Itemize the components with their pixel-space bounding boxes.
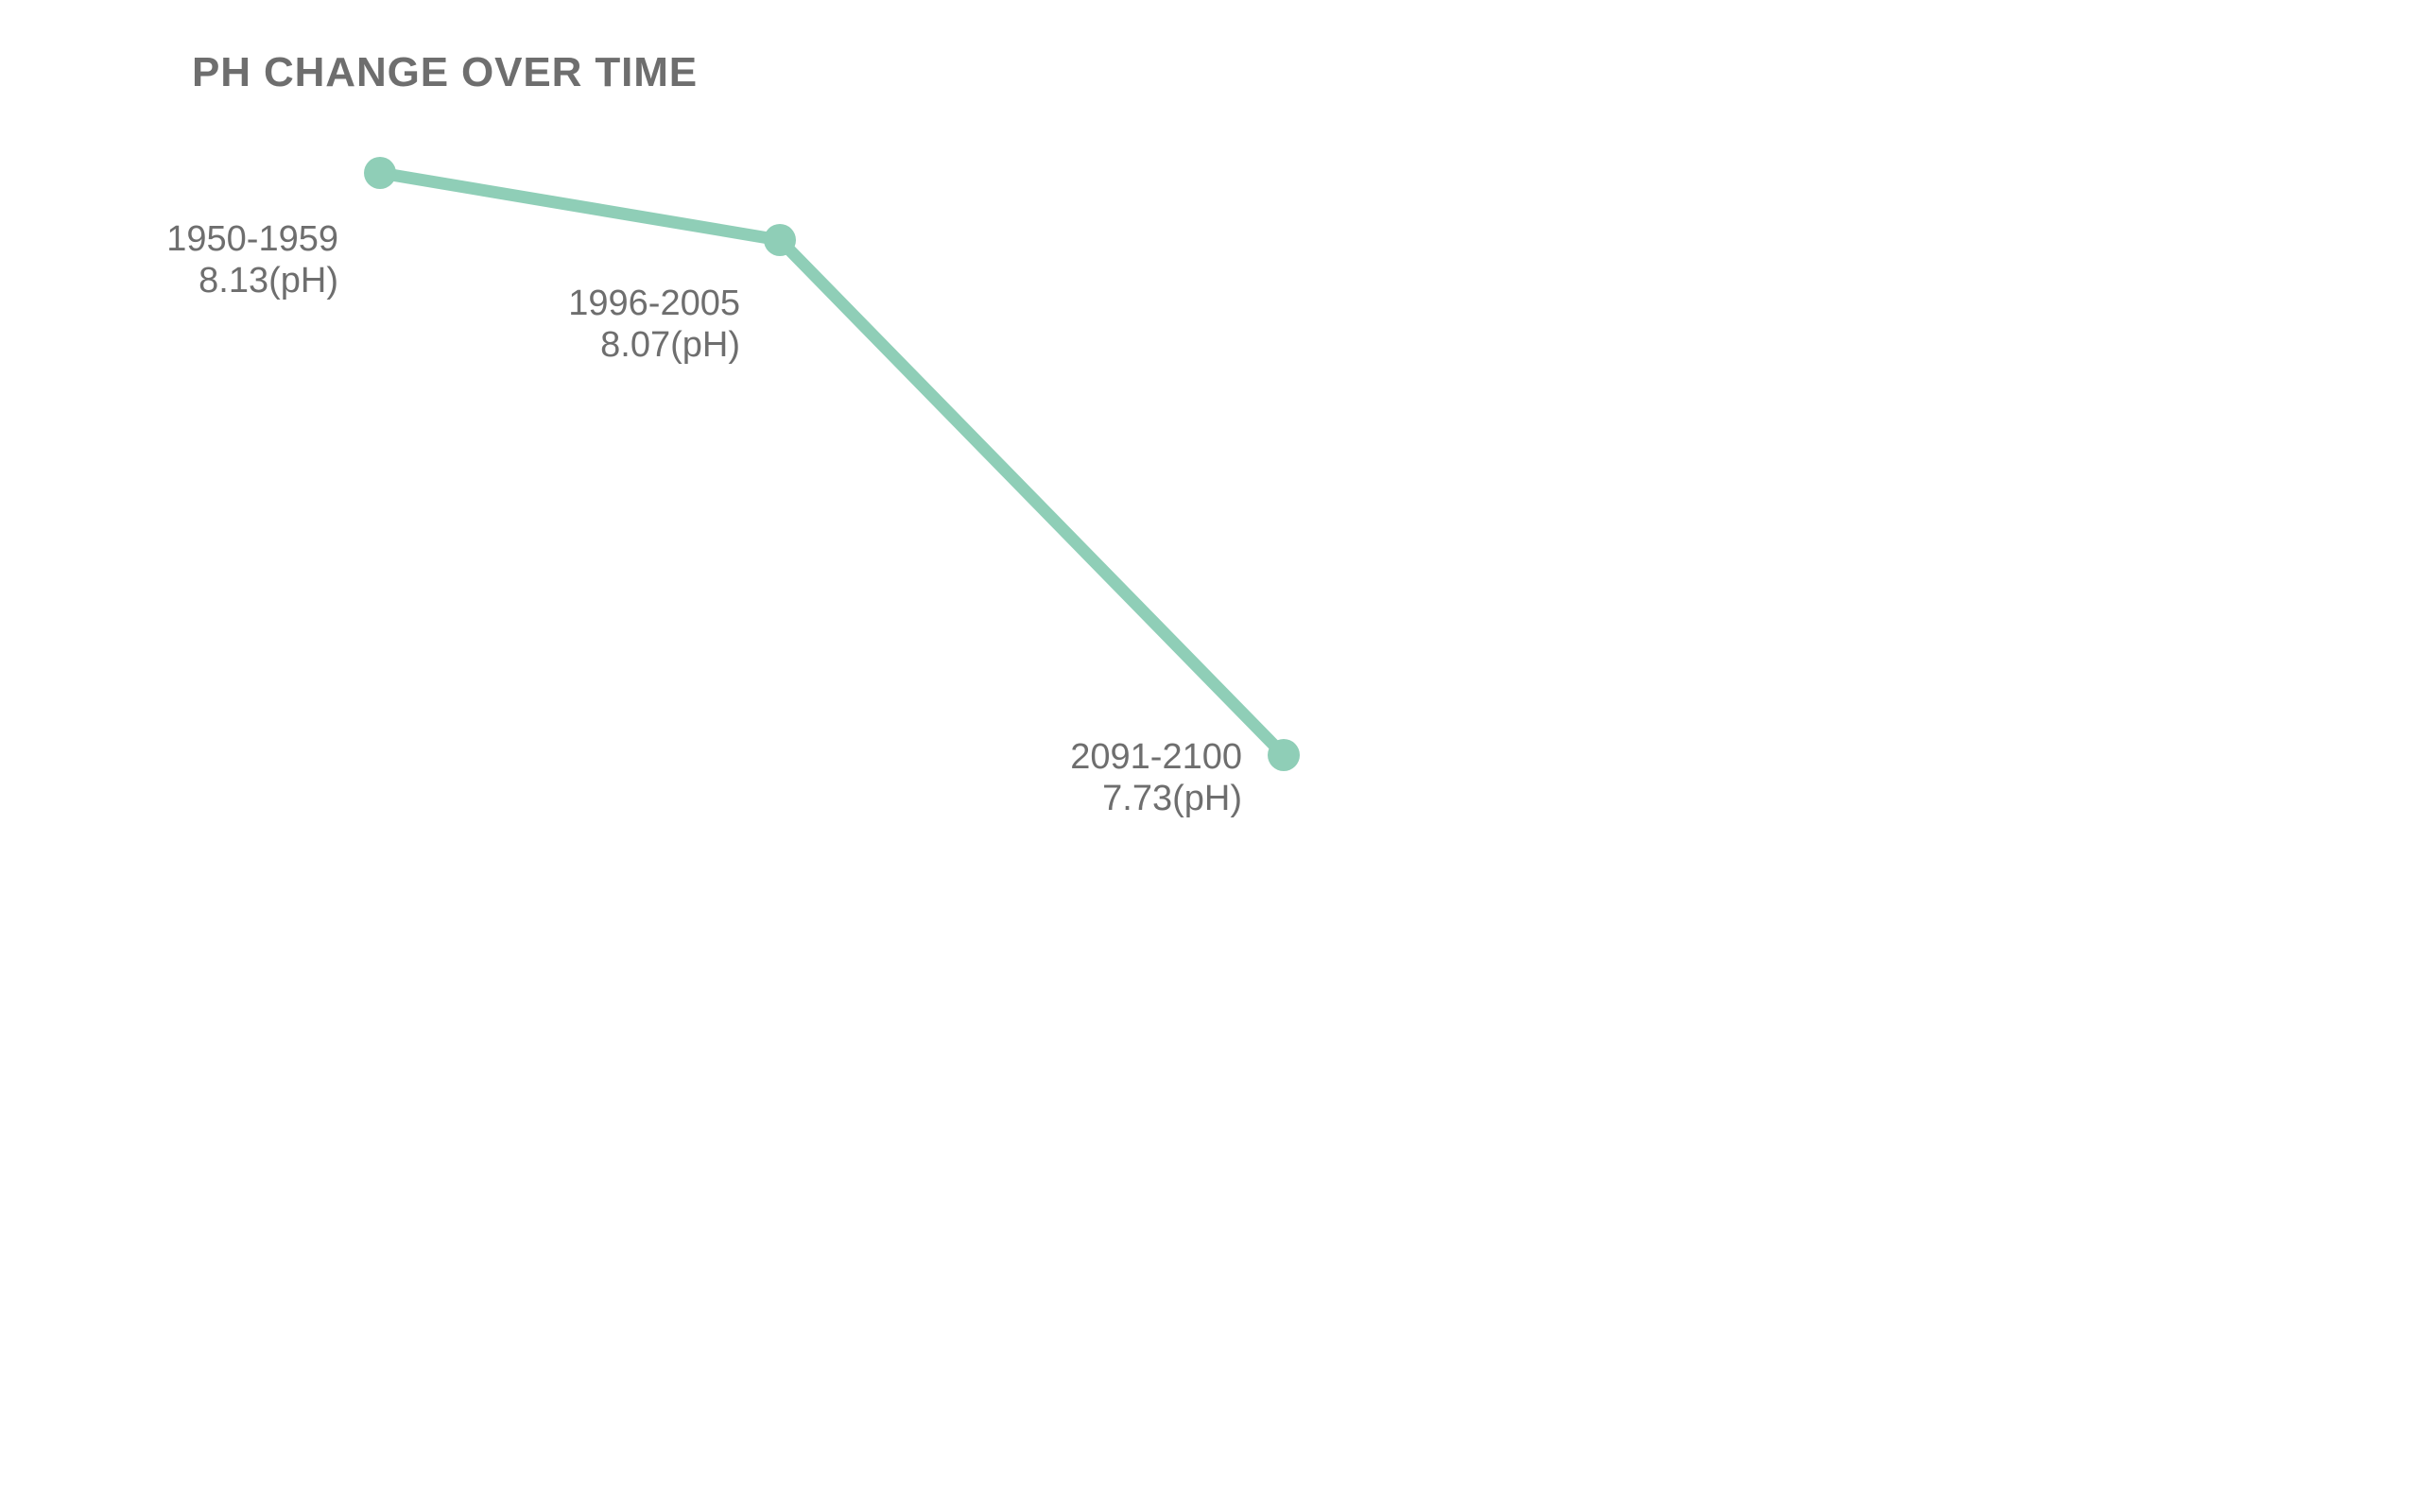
datapoint-period: 2091-2100 [1070,737,1242,779]
datapoint-value: 8.07(pH) [568,325,740,367]
datapoint-label-2: 2091-2100 7.73(pH) [1070,737,1242,819]
ph-chart: PH CHANGE OVER TIME 1950-1959 8.13(pH) 1… [0,0,1405,878]
datapoint-label-1: 1996-2005 8.07(pH) [568,284,740,366]
datapoint-period: 1996-2005 [568,284,740,325]
datapoint-label-0: 1950-1959 8.13(pH) [166,219,338,301]
chart-marker-2 [1268,739,1300,771]
datapoint-value: 7.73(pH) [1070,779,1242,820]
chart-marker-1 [764,224,796,256]
datapoint-value: 8.13(pH) [166,261,338,302]
chart-marker-0 [364,157,396,189]
datapoint-period: 1950-1959 [166,219,338,261]
chart-line [380,173,1284,755]
